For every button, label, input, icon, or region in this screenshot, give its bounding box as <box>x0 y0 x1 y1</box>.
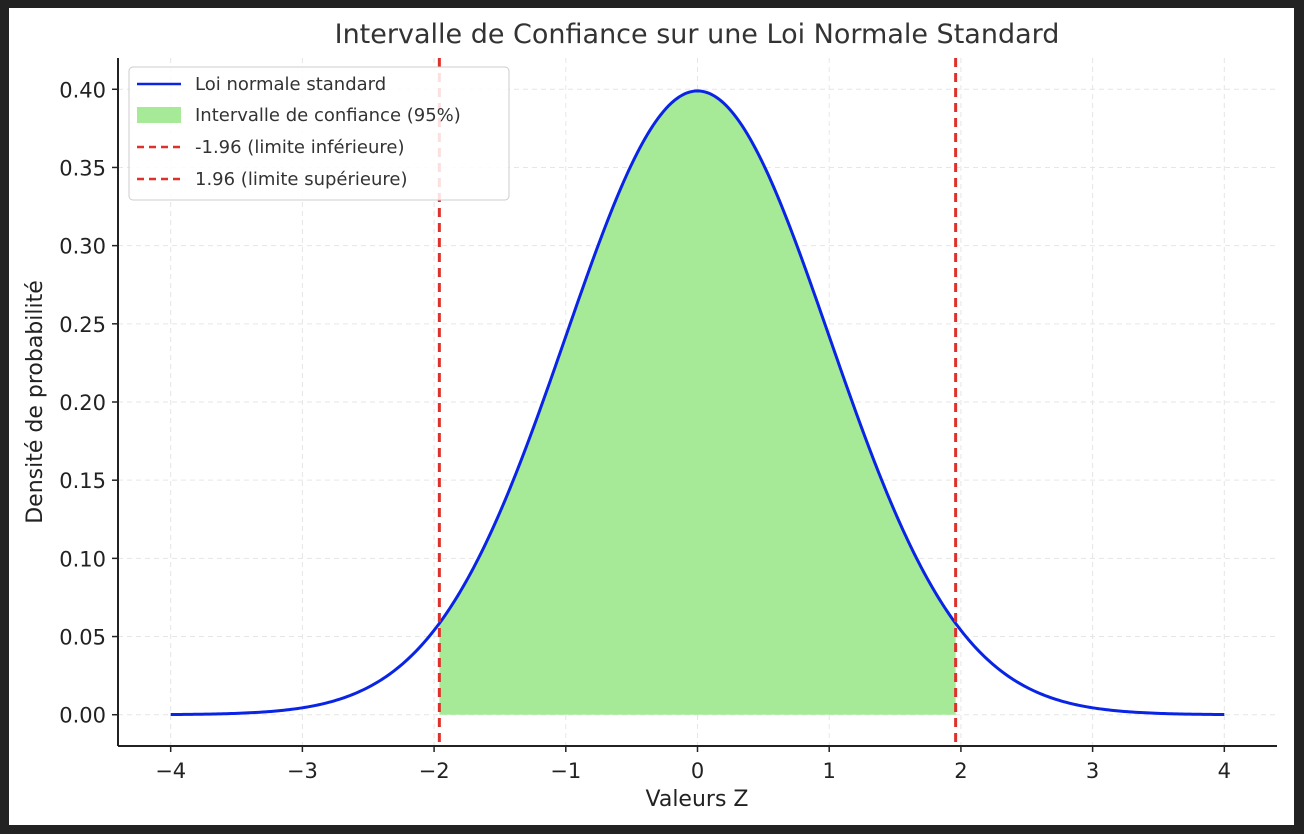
legend-label-curve: Loi normale standard <box>195 74 386 95</box>
legend: Loi normale standard Intervalle de confi… <box>128 66 510 201</box>
confidence-area-layer <box>439 90 956 715</box>
normal-curve-line <box>170 89 1225 717</box>
x-tick-label: −4 <box>155 759 186 783</box>
curve-layer <box>170 89 1225 717</box>
y-axis-label: Densité de probabilité <box>23 280 48 524</box>
y-tick-label: 0.20 <box>59 391 106 415</box>
legend-box <box>128 66 510 201</box>
y-axis-ticks: 0.00 0.05 0.10 0.15 0.20 0.25 0.30 0.35 0.40 <box>59 78 118 728</box>
x-axis-label: Valeurs Z <box>646 787 749 812</box>
y-tick-label: 0.10 <box>59 547 106 571</box>
x-tick-label: 0 <box>691 759 704 783</box>
legend-label-lower-limit: -1.96 (limite inférieure) <box>195 137 405 158</box>
chart-figure: −4 −3 −2 −1 0 1 2 3 4 0.00 0.05 0.10 0.15 0.20 0.25 0.… <box>9 8 1294 825</box>
normal-distribution-chart: −4 −3 −2 −1 0 1 2 3 4 0.000.050.100.150.200.250.… <box>23 19 1277 812</box>
y-tick-label: 0.35 <box>59 156 106 180</box>
y-tick-label: 0.30 <box>59 235 106 259</box>
legend-swatch-area <box>137 107 181 123</box>
y-tick-label: 0.40 <box>59 78 106 102</box>
legend-label-upper-limit: 1.96 (limite supérieure) <box>195 169 407 190</box>
x-tick-label: 2 <box>954 759 967 783</box>
y-tick-label: 0.15 <box>59 469 106 493</box>
y-tick-label: 0.05 <box>59 626 106 650</box>
y-tick-label: 0.25 <box>59 313 106 337</box>
limit-lines-layer <box>437 58 958 746</box>
x-tick-label: −1 <box>550 759 581 783</box>
chart-title: Intervalle de Confiance sur une Loi Norm… <box>335 19 1060 50</box>
confidence-interval-area <box>439 90 956 715</box>
legend-label-area: Intervalle de confiance (95%) <box>195 105 461 126</box>
x-axis-ticks: −4 −3 −2 −1 0 1 2 3 4 <box>155 746 1231 783</box>
x-tick-label: 4 <box>1218 759 1231 783</box>
y-tick-label: 0.00 <box>59 704 106 728</box>
x-tick-label: 3 <box>1086 759 1099 783</box>
x-tick-label: −3 <box>287 759 318 783</box>
x-tick-label: 1 <box>823 759 836 783</box>
x-tick-label: −2 <box>419 759 450 783</box>
